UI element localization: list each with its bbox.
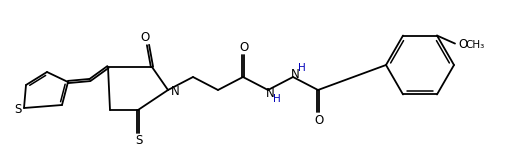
Text: O: O (458, 38, 468, 51)
Text: O: O (314, 114, 323, 127)
Text: H: H (298, 63, 306, 73)
Text: S: S (14, 103, 21, 116)
Text: O: O (141, 30, 150, 43)
Text: H: H (273, 94, 281, 104)
Text: S: S (135, 134, 143, 147)
Text: N: N (171, 84, 179, 97)
Text: CH₃: CH₃ (466, 40, 484, 50)
Text: N: N (266, 86, 274, 99)
Text: O: O (239, 41, 249, 54)
Text: N: N (291, 67, 299, 80)
